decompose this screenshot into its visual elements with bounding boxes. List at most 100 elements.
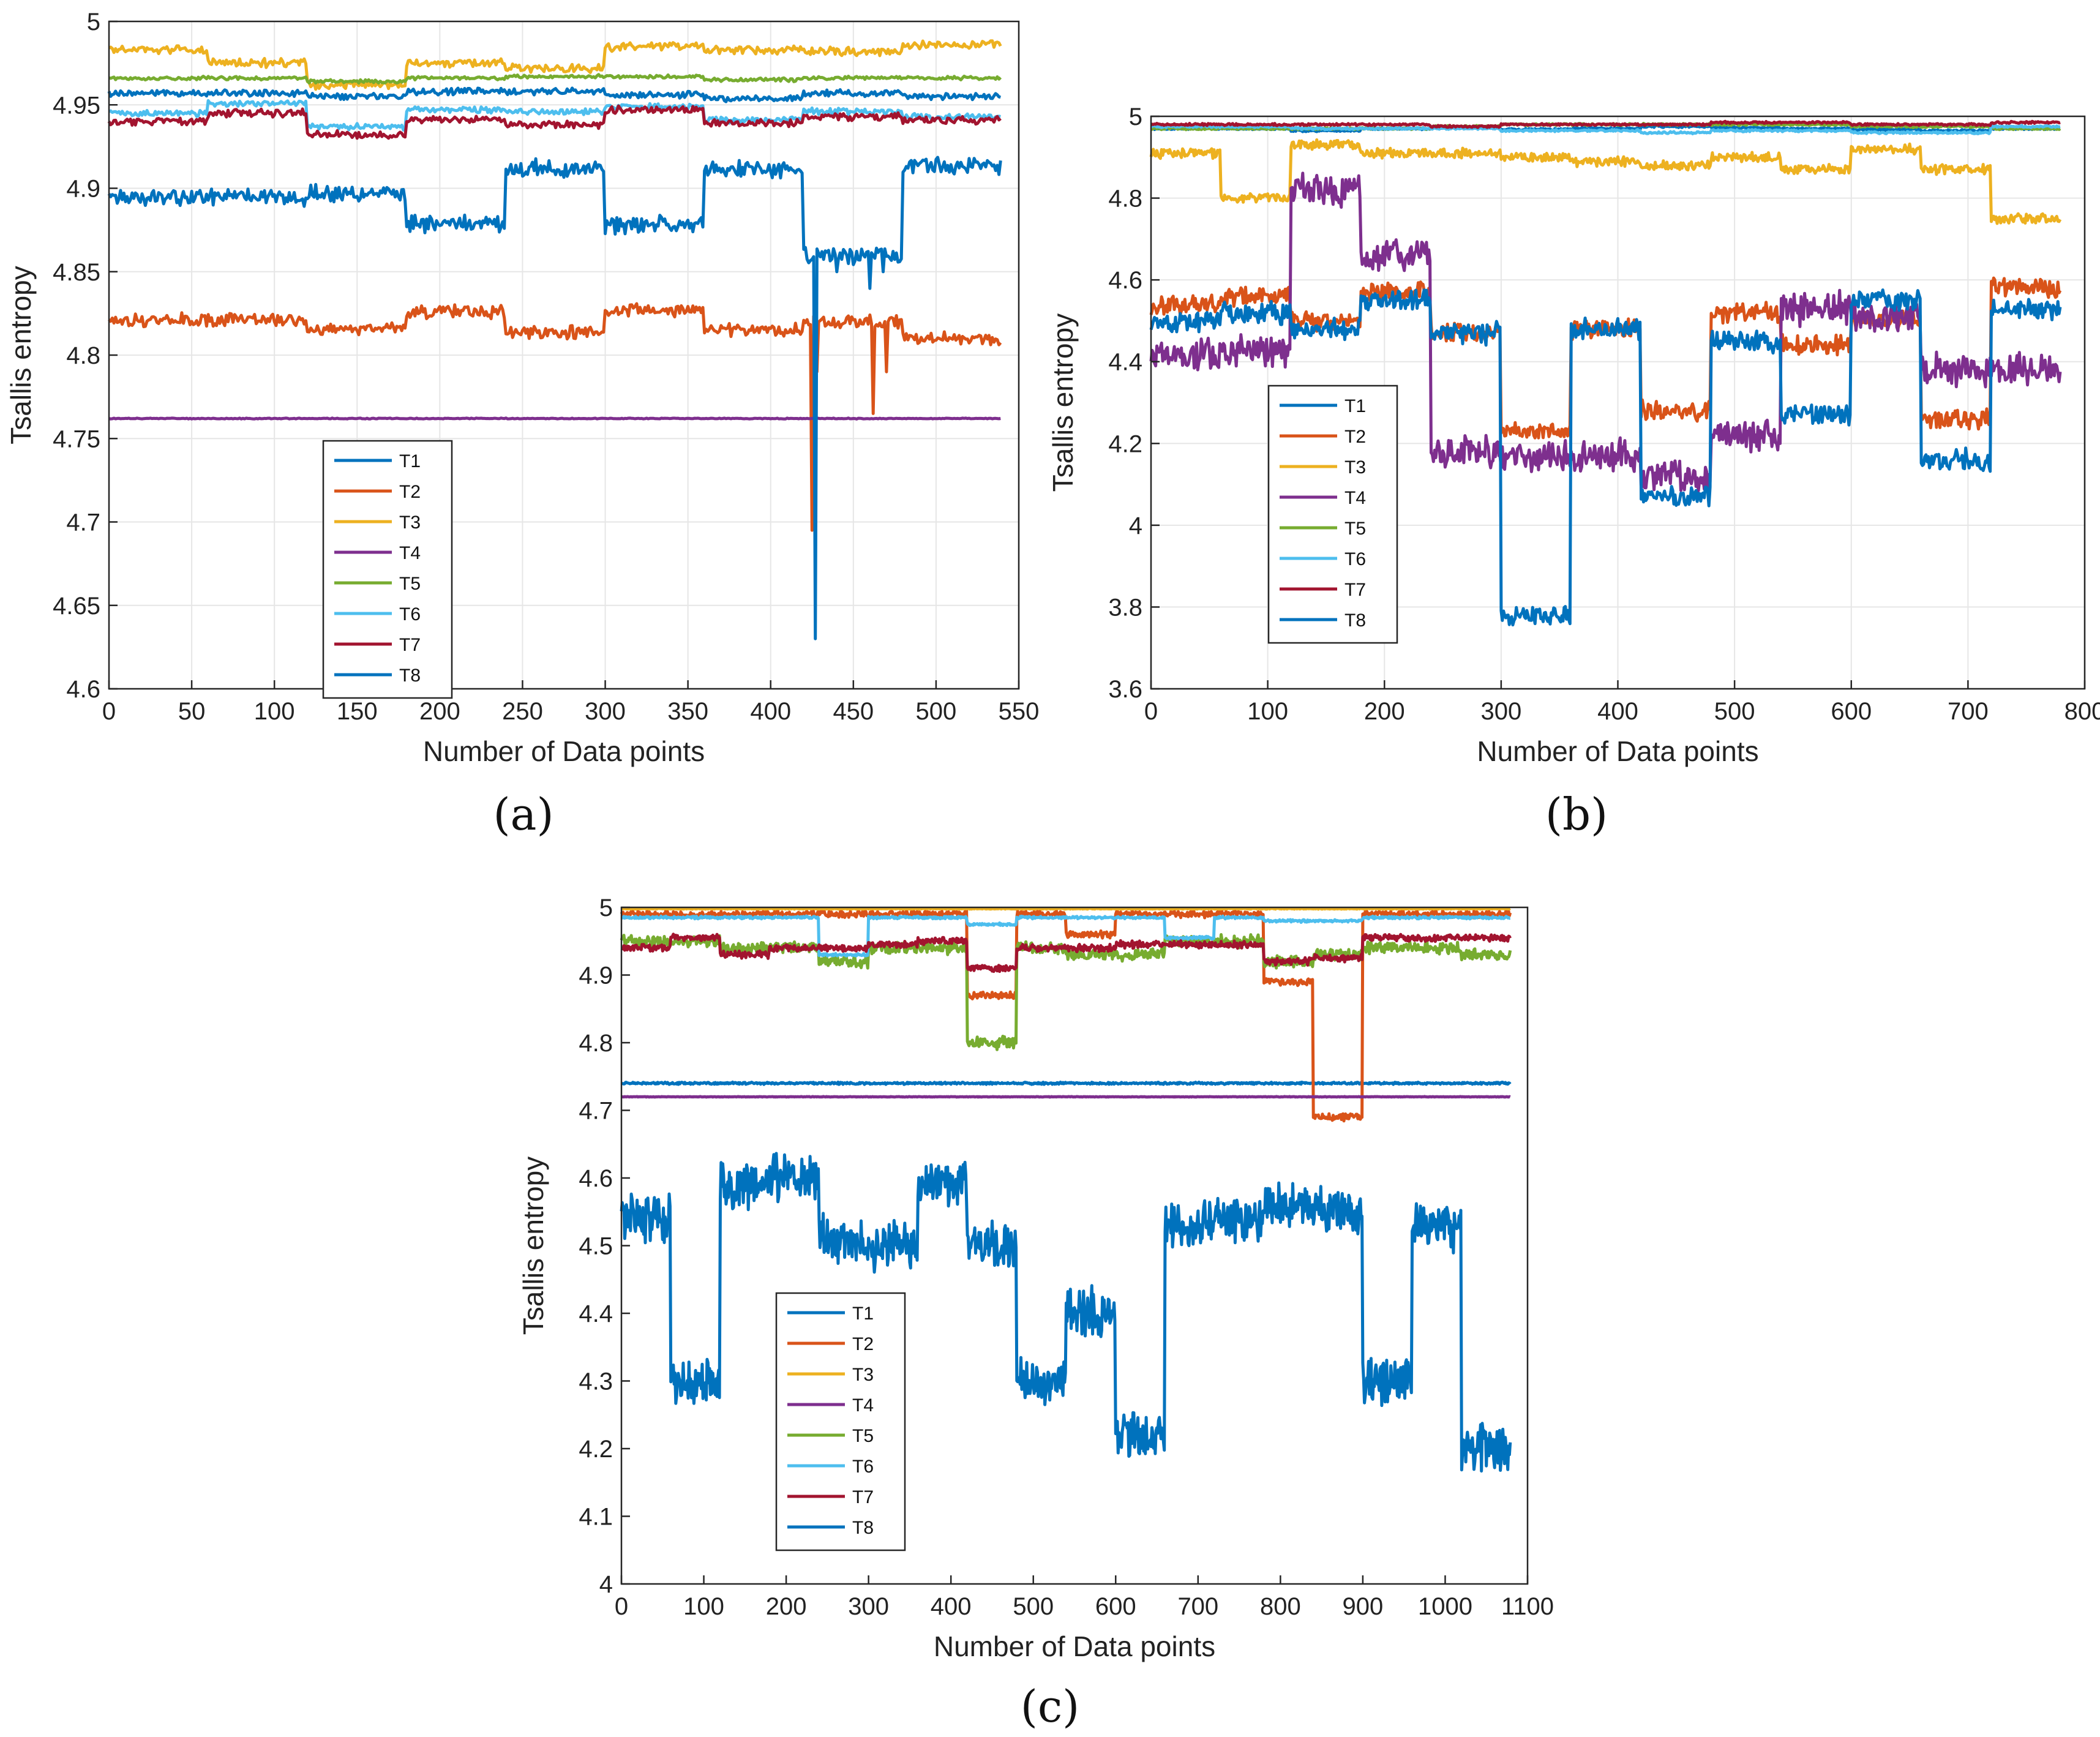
x-tick-label-c-4: 400 — [931, 1593, 972, 1620]
legend-label-t5-b: T5 — [1344, 519, 1366, 539]
legend-label-t1-c: T1 — [852, 1304, 874, 1324]
legend-box-c — [775, 1292, 906, 1551]
legend-label-t8-a: T8 — [399, 666, 421, 686]
y-tick-label-c-3: 4.3 — [579, 1368, 613, 1395]
series-line-t5-a — [108, 73, 1002, 85]
legend-label-t6-a: T6 — [399, 604, 421, 625]
legend-label-t4-b: T4 — [1344, 488, 1366, 508]
x-tick-label-b-1: 100 — [1247, 698, 1288, 725]
x-tick-label-c-8: 800 — [1260, 1593, 1301, 1620]
x-tick-label-a-11: 550 — [999, 698, 1040, 725]
y-tick-label-b-0: 3.6 — [1108, 676, 1142, 703]
series-line-t1-a — [107, 86, 1002, 103]
series-line-t3-a — [108, 39, 1002, 91]
legend-label-t5-a: T5 — [399, 574, 421, 594]
legend-box-b — [1267, 385, 1398, 644]
series-line-t6-c — [620, 914, 1511, 958]
legend-box-a — [322, 440, 453, 699]
legend-label-t4-c: T4 — [852, 1395, 874, 1416]
series-line-t3-b — [1149, 138, 2062, 225]
series-line-t8-c — [620, 1152, 1512, 1473]
chart-panel-c: 0 100 200 300 400 500 600 700 800 900 1000 1100 4 4.1… — [517, 895, 1554, 1662]
plot-area-c — [621, 907, 1528, 1584]
x-tick-label-b-7: 700 — [1948, 698, 1989, 725]
legend-label-t3-a: T3 — [399, 512, 421, 533]
legend-label-t5-c: T5 — [852, 1426, 874, 1446]
y-tick-label-c-10: 5 — [599, 895, 613, 921]
x-tick-label-c-10: 1000 — [1418, 1593, 1472, 1620]
x-tick-label-a-4: 200 — [419, 698, 460, 725]
x-tick-label-c-6: 600 — [1095, 1593, 1136, 1620]
y-axis-title-b: Tsallis entropy — [1047, 313, 1079, 492]
y-tick-label-c-0: 4 — [599, 1571, 613, 1598]
y-tick-label-b-6: 4.8 — [1108, 186, 1142, 212]
y-axis-title-a: Tsallis entropy — [5, 266, 37, 444]
x-tick-label-a-0: 0 — [102, 698, 116, 725]
series-line-t4-b — [1149, 171, 2062, 492]
x-tick-label-a-5: 250 — [502, 698, 543, 725]
x-axis-title-a: Number of Data points — [423, 735, 705, 767]
legend-label-t2-b: T2 — [1344, 427, 1366, 447]
x-tick-label-a-9: 450 — [833, 698, 874, 725]
panel-label-b: (b) — [1545, 789, 1608, 840]
y-tick-label-a-3: 4.75 — [53, 426, 100, 452]
y-tick-label-a-1: 4.65 — [53, 593, 100, 620]
y-tick-label-c-1: 4.1 — [579, 1504, 613, 1531]
series-line-t1-c — [620, 1080, 1512, 1086]
x-tick-label-a-3: 150 — [337, 698, 378, 725]
y-tick-label-c-7: 4.7 — [579, 1098, 613, 1125]
series-line-t7-b — [1150, 119, 2061, 129]
y-tick-label-a-8: 5 — [87, 9, 100, 36]
x-axis-title-b: Number of Data points — [1477, 735, 1758, 767]
y-tick-label-a-2: 4.7 — [66, 509, 100, 536]
y-tick-label-c-2: 4.2 — [579, 1436, 613, 1463]
x-tick-label-a-6: 300 — [585, 698, 626, 725]
x-tick-label-a-10: 500 — [916, 698, 957, 725]
x-tick-label-b-6: 600 — [1831, 698, 1872, 725]
x-tick-label-a-2: 100 — [254, 698, 295, 725]
panel-label-a: (a) — [493, 789, 553, 840]
x-tick-label-c-0: 0 — [615, 1593, 628, 1620]
y-tick-label-b-3: 4.2 — [1108, 430, 1142, 457]
legend-label-t4-a: T4 — [399, 543, 421, 563]
legend-label-t1-b: T1 — [1344, 396, 1366, 416]
legend-label-t8-b: T8 — [1344, 610, 1366, 631]
legend-label-t7-a: T7 — [399, 635, 421, 655]
y-tick-label-b-1: 3.8 — [1108, 594, 1142, 621]
y-tick-label-c-9: 4.9 — [579, 962, 613, 989]
y-tick-label-b-7: 5 — [1129, 103, 1142, 130]
series-line-t3-c — [620, 906, 1511, 911]
y-tick-label-b-5: 4.6 — [1108, 267, 1142, 294]
y-tick-label-a-5: 4.85 — [53, 259, 100, 286]
y-tick-label-b-2: 4 — [1129, 512, 1142, 539]
series-line-t2-c — [620, 909, 1512, 1123]
x-tick-label-a-1: 50 — [178, 698, 206, 725]
x-tick-label-c-1: 100 — [683, 1593, 724, 1620]
y-tick-label-a-7: 4.95 — [53, 92, 100, 119]
chart-panel-b: 0 100 200 300 400 500 600 700 800 3.6 3.8 4 4.2 4.4 4.… — [1047, 103, 2100, 767]
y-tick-label-c-8: 4.8 — [579, 1030, 613, 1057]
legend-label-t2-c: T2 — [852, 1334, 874, 1354]
x-tick-label-b-4: 400 — [1597, 698, 1638, 725]
panel-label-c: (c) — [1021, 1681, 1080, 1732]
series-line-t4-a — [108, 416, 1001, 421]
x-tick-label-c-11: 1100 — [1501, 1593, 1554, 1620]
x-tick-label-c-5: 500 — [1013, 1593, 1054, 1620]
legend-label-t7-c: T7 — [852, 1487, 874, 1507]
series-line-t6-a — [108, 99, 1001, 132]
y-axis-title-c: Tsallis entropy — [517, 1157, 549, 1335]
y-tick-label-a-6: 4.9 — [66, 176, 100, 203]
legend-label-t1-a: T1 — [399, 451, 421, 471]
x-axis-title-c: Number of Data points — [934, 1630, 1215, 1662]
legend-label-t3-c: T3 — [852, 1365, 874, 1385]
x-tick-label-b-8: 800 — [2064, 698, 2100, 725]
x-tick-label-c-2: 200 — [766, 1593, 807, 1620]
x-tick-label-b-0: 0 — [1144, 698, 1158, 725]
series-line-t8-b — [1149, 288, 2062, 627]
x-tick-label-a-7: 350 — [667, 698, 708, 725]
series-line-t1-b — [1150, 124, 2061, 133]
legend-label-t2-a: T2 — [399, 482, 421, 502]
y-tick-label-c-6: 4.6 — [579, 1165, 613, 1192]
y-tick-label-b-4: 4.4 — [1108, 349, 1142, 376]
